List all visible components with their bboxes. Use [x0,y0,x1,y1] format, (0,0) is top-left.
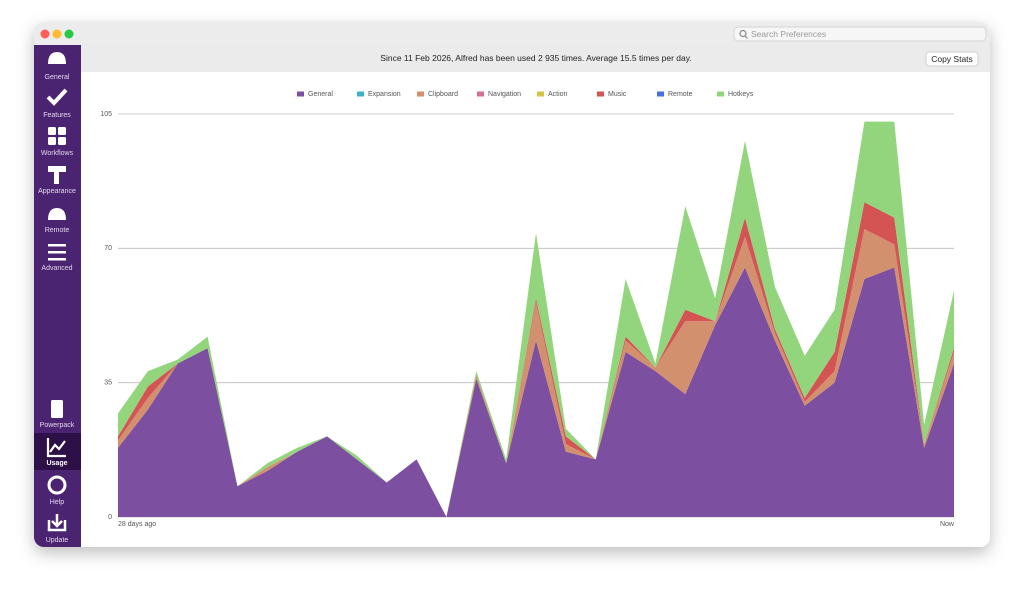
area [118,229,954,517]
legend-swatch [417,91,424,97]
sidebar-label: Advanced [41,265,72,272]
icon-help [47,475,67,495]
sidebar-label: Appearance [38,188,76,195]
legend-label: Action [548,91,568,98]
sidebar-label: Workflows [41,150,74,157]
legend-swatch [717,91,724,97]
legend-label: General [308,91,333,98]
legend-swatch [477,91,484,97]
legend-swatch [357,91,364,97]
icon-general [48,52,66,64]
icon-workflows [48,127,56,135]
area [118,267,954,517]
legend-label: Remote [668,91,693,98]
stats-bar [81,45,990,72]
area [118,121,954,517]
icon-advanced [48,244,66,247]
sidebar-label: Powerpack [40,422,75,429]
y-tick-label: 70 [104,245,112,252]
legend-label: Clipboard [428,91,458,98]
icon-update [47,514,67,532]
icon-usage [46,438,66,458]
zoom-button[interactable] [64,29,74,39]
legend-swatch [297,91,304,97]
y-tick-label: 105 [100,111,112,118]
stats-text: Since 11 Feb 2026, Alfred has been used … [380,53,691,63]
icon-appearance [48,166,66,172]
legend-swatch [537,91,544,97]
y-tick-label: 0 [108,514,112,521]
x-tick-label: 28 days ago [118,521,156,528]
sidebar-selected [34,433,81,470]
sidebar [34,45,81,547]
icon-powerpack [51,400,63,418]
close-button[interactable] [40,29,50,39]
copy-stats-button[interactable] [925,51,979,67]
area [118,202,954,517]
sidebar-label: Features [43,112,71,119]
legend-swatch [657,91,664,97]
sidebar-label: Usage [46,460,67,467]
search-placeholder: Search Preferences [751,29,826,39]
legend-label: Expansion [368,91,401,98]
search-icon [744,35,748,39]
x-tick-label: Now [940,521,955,528]
y-tick-label: 35 [104,380,112,387]
minimize-button[interactable] [52,29,62,39]
legend-swatch [597,91,604,97]
sidebar-icons [46,52,68,532]
legend-label: Navigation [488,91,521,98]
sidebar-label: Update [46,537,69,544]
sidebar-label: Help [50,499,65,506]
search-field[interactable] [733,26,987,42]
sidebar-label: Remote [45,227,70,234]
sidebar-label: General [45,74,70,81]
search-icon [739,29,747,38]
copy-stats-label: Copy Stats [931,54,973,64]
icon-remote [48,208,66,220]
legend-label: Music [608,91,627,98]
icon-features [46,88,68,106]
legend-label: Hotkeys [728,91,754,98]
